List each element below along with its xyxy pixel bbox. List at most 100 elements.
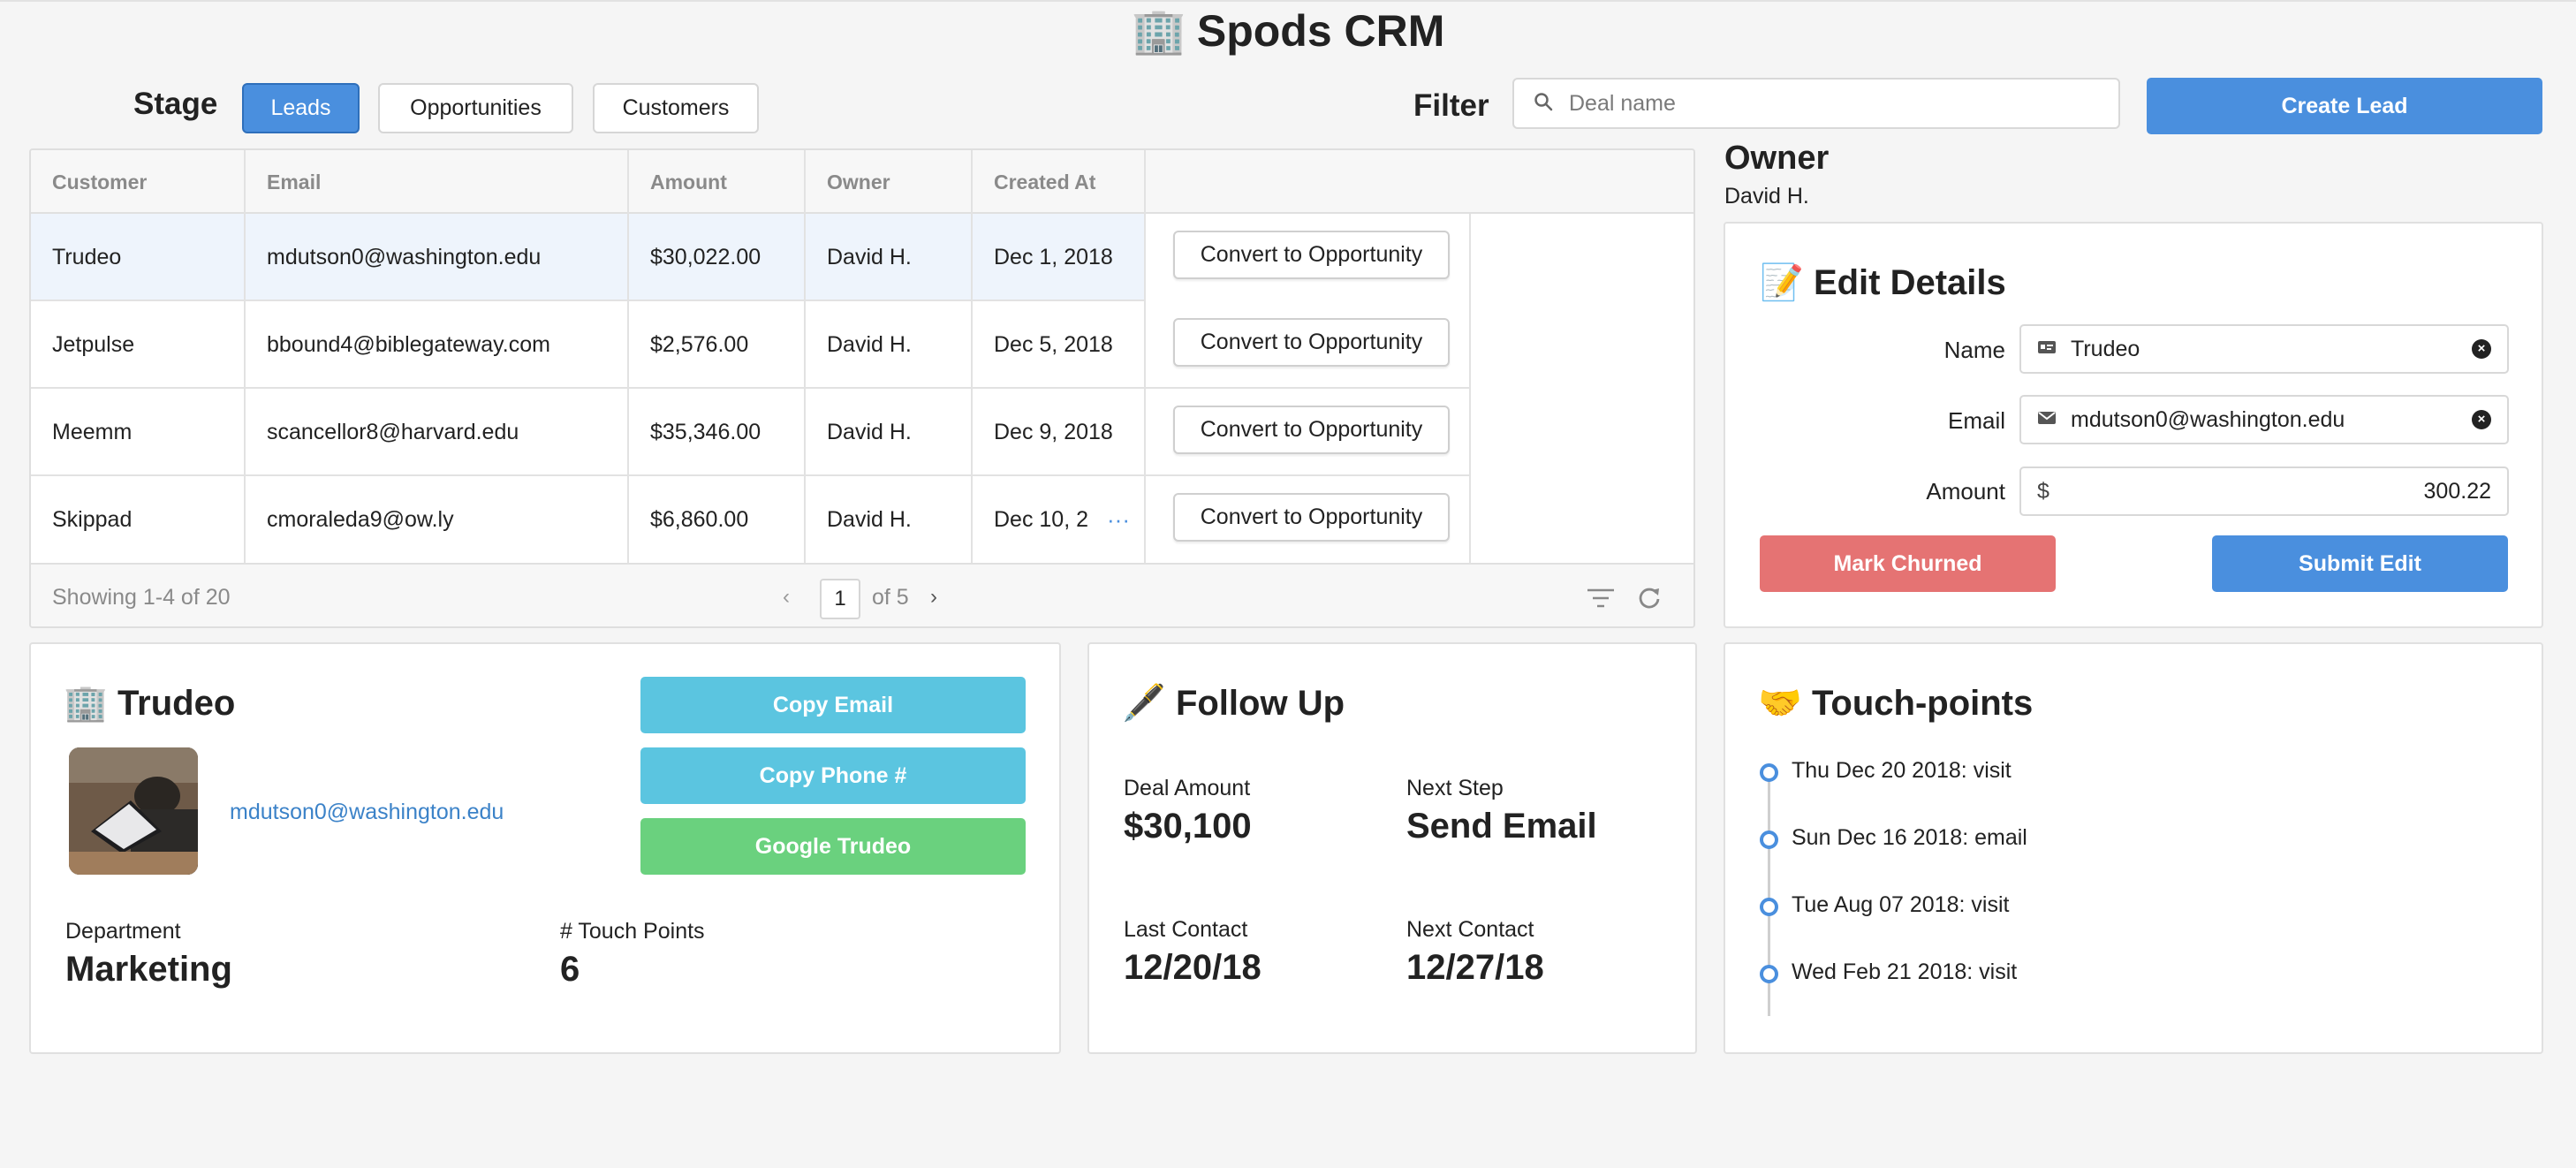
column-header-owner[interactable]: Owner xyxy=(806,150,973,214)
submit-edit-button[interactable]: Submit Edit xyxy=(2212,535,2508,592)
next-page-icon[interactable]: › xyxy=(930,585,937,609)
cell-customer: Skippad xyxy=(31,476,246,564)
cell-amount: $2,576.00 xyxy=(629,301,806,389)
email-label: Email xyxy=(1947,407,2005,434)
department-label: Department xyxy=(65,919,181,944)
filter-label: Filter xyxy=(1413,88,1489,123)
deal-amount-label: Deal Amount xyxy=(1124,776,1251,800)
table-row[interactable]: Skippad cmoraleda9@ow.ly $6,860.00 David… xyxy=(31,476,1471,564)
refresh-icon[interactable] xyxy=(1637,585,1662,614)
tab-customers[interactable]: Customers xyxy=(593,83,759,133)
column-header-created-at[interactable]: Created At xyxy=(973,150,1146,214)
customer-email-link[interactable]: mdutson0@washington.edu xyxy=(230,800,504,824)
mark-churned-button[interactable]: Mark Churned xyxy=(1760,535,2056,592)
convert-to-opportunity-button[interactable]: Convert to Opportunity xyxy=(1173,493,1450,542)
pen-icon: 🖋️ xyxy=(1122,684,1166,723)
cell-created-at: Dec 5, 2018 xyxy=(973,301,1146,389)
name-input[interactable] xyxy=(2071,336,2472,362)
tab-opportunities[interactable]: Opportunities xyxy=(378,83,573,133)
tab-leads[interactable]: Leads xyxy=(242,83,360,133)
edit-details-title-text: Edit Details xyxy=(1813,263,2006,302)
timeline-dot xyxy=(1760,898,1778,916)
create-lead-button[interactable]: Create Lead xyxy=(2147,78,2542,134)
stage-label: Stage xyxy=(133,87,218,121)
convert-to-opportunity-button[interactable]: Convert to Opportunity xyxy=(1173,231,1450,279)
cell-action xyxy=(1146,476,1471,564)
customer-avatar xyxy=(69,747,198,875)
prev-page-icon[interactable]: ‹ xyxy=(783,585,790,609)
cell-owner: David H. xyxy=(806,389,973,476)
building-icon: 🏢 xyxy=(64,684,108,723)
cell-amount: $6,860.00 xyxy=(629,476,806,564)
cell-created-at: Dec 1, 2018 xyxy=(973,214,1146,301)
touch-points-count-label: # Touch Points xyxy=(560,919,705,944)
cell-action xyxy=(1146,389,1471,476)
deal-name-filter-input[interactable] xyxy=(1569,90,2099,117)
filter-icon[interactable] xyxy=(1586,588,1616,613)
cell-amount: $30,022.00 xyxy=(629,214,806,301)
id-card-icon xyxy=(2037,339,2057,360)
convert-to-opportunity-button[interactable]: Convert to Opportunity xyxy=(1173,318,1450,367)
envelope-icon xyxy=(2037,410,2057,430)
google-customer-button[interactable]: Google Trudeo xyxy=(640,818,1026,875)
cell-customer: Meemm xyxy=(31,389,246,476)
app-title: 🏢 Spods CRM xyxy=(0,5,2576,57)
department-value: Marketing xyxy=(65,950,232,989)
cell-owner: David H. xyxy=(806,476,973,564)
column-header-email[interactable]: Email xyxy=(246,150,629,214)
copy-phone-button[interactable]: Copy Phone # xyxy=(640,747,1026,804)
pagination-summary: Showing 1-4 of 20 xyxy=(52,585,231,610)
timeline-item: Thu Dec 20 2018: visit xyxy=(1792,758,2012,783)
table-row[interactable]: Jetpulse bbound4@biblegateway.com $2,576… xyxy=(31,301,1471,389)
next-contact-label: Next Contact xyxy=(1406,917,1534,942)
follow-up-title: 🖋️ Follow Up xyxy=(1122,682,1345,724)
timeline-dot xyxy=(1760,830,1778,849)
page-number-input[interactable]: 1 xyxy=(820,579,860,619)
cell-email: scancellor8@harvard.edu xyxy=(246,389,629,476)
owner-name: David H. xyxy=(1724,184,1809,209)
clear-email-icon[interactable]: × xyxy=(2472,410,2491,429)
owner-title: Owner xyxy=(1724,140,1830,177)
name-field: × xyxy=(2019,324,2509,374)
table-footer: Showing 1-4 of 20 ‹ 1 of 5 › xyxy=(31,563,1693,626)
deal-amount-value: $30,100 xyxy=(1124,807,1252,846)
clear-name-icon[interactable]: × xyxy=(2472,339,2491,359)
touch-points-title: 🤝 Touch-points xyxy=(1758,682,2033,724)
cell-created-at: Dec 10, 2 xyxy=(973,476,1146,564)
cell-created-at: Dec 9, 2018 xyxy=(973,389,1146,476)
cell-email: bbound4@biblegateway.com xyxy=(246,301,629,389)
cell-action xyxy=(1146,301,1471,389)
cell-customer: Jetpulse xyxy=(31,301,246,389)
timeline-item: Wed Feb 21 2018: visit xyxy=(1792,959,2018,984)
amount-input[interactable] xyxy=(2063,478,2491,504)
timeline-item: Tue Aug 07 2018: visit xyxy=(1792,892,2010,917)
name-label: Name xyxy=(1943,337,2005,363)
touch-points-title-text: Touch-points xyxy=(1811,684,2034,723)
currency-prefix: $ xyxy=(2037,478,2049,504)
last-contact-label: Last Contact xyxy=(1124,917,1248,942)
more-icon[interactable]: ··· xyxy=(1107,506,1130,533)
page-count: of 5 xyxy=(872,585,909,610)
column-header-amount[interactable]: Amount xyxy=(629,150,806,214)
email-input[interactable] xyxy=(2071,406,2472,433)
customer-card-title: 🏢 Trudeo xyxy=(64,682,235,724)
table-row[interactable]: Trudeo mdutson0@washington.edu $30,022.0… xyxy=(31,214,1471,301)
cell-owner: David H. xyxy=(806,301,973,389)
next-step-label: Next Step xyxy=(1406,776,1504,800)
leads-table: Customer Email Amount Owner Created At T… xyxy=(29,148,1695,628)
cell-customer: Trudeo xyxy=(31,214,246,301)
table-row[interactable]: Meemm scancellor8@harvard.edu $35,346.00… xyxy=(31,389,1471,476)
convert-to-opportunity-button[interactable]: Convert to Opportunity xyxy=(1173,406,1450,454)
copy-email-button[interactable]: Copy Email xyxy=(640,677,1026,733)
last-contact-value: 12/20/18 xyxy=(1124,948,1261,987)
timeline-dot xyxy=(1760,965,1778,983)
timeline-dot xyxy=(1760,763,1778,782)
column-header-customer[interactable]: Customer xyxy=(31,150,246,214)
edit-details-title: 📝 Edit Details xyxy=(1760,262,2006,303)
next-contact-value: 12/27/18 xyxy=(1406,948,1544,987)
amount-field: $ xyxy=(2019,466,2509,516)
memo-icon: 📝 xyxy=(1760,263,1804,302)
building-icon: 🏢 xyxy=(1131,6,1186,56)
cell-amount: $35,346.00 xyxy=(629,389,806,476)
next-step-value: Send Email xyxy=(1406,807,1597,846)
